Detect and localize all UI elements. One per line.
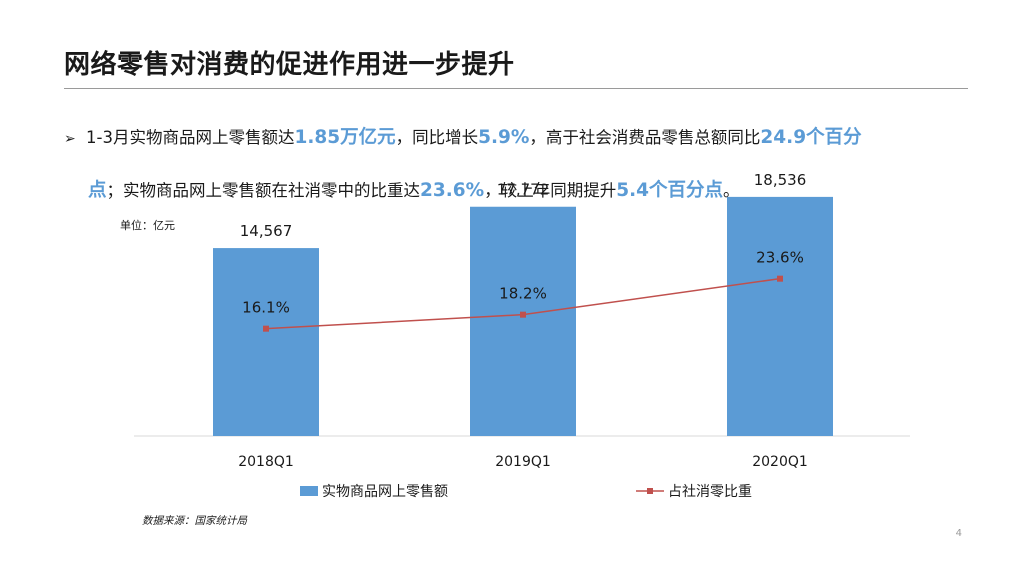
share-value-label: 18.2%	[499, 285, 547, 303]
highlight-share: 23.6%	[420, 180, 485, 201]
bar-value-label: 17,772	[497, 181, 550, 199]
bullet-text-part: 。	[722, 181, 740, 200]
bullet-text-part: ，高于社会消费品零售总额同比	[529, 128, 761, 147]
legend-line-marker	[647, 488, 653, 494]
bar-2019Q1	[470, 206, 576, 436]
highlight-percentage-points: 24.9个百分	[760, 127, 862, 148]
highlight-percentage-points-cont: 点	[88, 180, 107, 201]
bullet-line-2: 点；实物商品网上零售额在社消零中的比重达23.6%，较上年同期提升5.4个百分点…	[64, 165, 974, 217]
share-point-2020Q1	[777, 275, 783, 282]
x-tick-label: 2020Q1	[752, 454, 808, 470]
highlight-share-increase: 5.4个百分点	[616, 180, 723, 201]
share-value-label: 16.1%	[242, 299, 290, 317]
x-tick-label: 2019Q1	[495, 454, 551, 470]
page-title: 网络零售对消费的促进作用进一步提升	[64, 50, 515, 80]
bullet-text-part: 1-3月实物商品网上零售额达	[86, 128, 295, 147]
legend-bar-swatch	[300, 486, 318, 496]
title-divider	[64, 88, 968, 89]
page-number: 4	[955, 528, 962, 539]
legend-line-label: 占社消零比重	[668, 484, 752, 500]
bar-2018Q1	[213, 248, 319, 436]
legend-bar-label: 实物商品网上零售额	[322, 484, 448, 500]
bar-value-label: 14,567	[240, 222, 293, 240]
bullet-text-part: ，同比增长	[395, 128, 479, 147]
source-note: 数据来源：国家统计局	[142, 515, 247, 527]
share-point-2019Q1	[520, 311, 526, 318]
x-tick-label: 2018Q1	[238, 454, 294, 470]
bullet-text-part: ，较上年同期提升	[484, 181, 617, 200]
bullet-paragraph: ➢ 1-3月实物商品网上零售额达1.85万亿元，同比增长5.9%，高于社会消费品零…	[64, 112, 974, 217]
share-point-2018Q1	[263, 325, 269, 332]
bar-value-label: 18,536	[754, 171, 807, 189]
bullet-arrow-icon: ➢	[64, 131, 76, 147]
unit-label: 单位：亿元	[120, 218, 175, 232]
bullet-line-1: ➢ 1-3月实物商品网上零售额达1.85万亿元，同比增长5.9%，高于社会消费品零…	[64, 112, 974, 165]
bar-2020Q1	[727, 196, 833, 436]
highlight-online-sales: 1.85万亿元	[294, 127, 396, 148]
share-value-label: 23.6%	[756, 249, 804, 267]
highlight-growth-rate: 5.9%	[478, 127, 530, 148]
bullet-text-part: ；实物商品网上零售额在社消零中的比重达	[106, 181, 421, 200]
